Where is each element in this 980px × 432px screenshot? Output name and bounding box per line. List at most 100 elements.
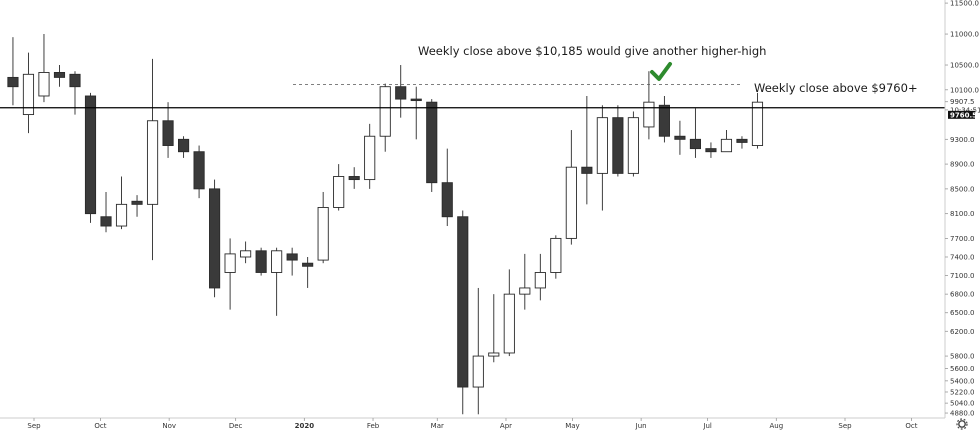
candle-body-up [333, 176, 345, 208]
candle [720, 130, 733, 153]
time-tick-label: Apr [500, 422, 512, 430]
candle-body-down [674, 135, 686, 140]
annotation-weekly-close: Weekly close above $9760+ [754, 81, 918, 95]
price-tick-label: 8900.0 [950, 161, 975, 169]
candle-body-up [38, 72, 50, 97]
time-tick-label: Mar [431, 422, 444, 430]
candle [333, 164, 345, 211]
candle-body-up [534, 272, 546, 289]
price-tick-label: 11000.0 [950, 31, 979, 39]
time-tick-label: Aug [769, 422, 783, 430]
candle [22, 52, 35, 134]
candle [84, 92, 97, 223]
candle-body-down [84, 95, 97, 215]
candle [7, 37, 19, 106]
settings-gear-icon[interactable] [956, 418, 968, 430]
candle [565, 130, 577, 245]
candle-body-down [131, 200, 143, 205]
candle [705, 142, 717, 158]
check-icon [650, 62, 672, 81]
candle [286, 247, 298, 276]
candle [488, 294, 500, 363]
candle-body-down [7, 76, 19, 88]
candle [209, 179, 221, 298]
candle [410, 86, 422, 140]
candle-body-up [519, 287, 531, 295]
price-tick-label: 6200.0 [950, 328, 975, 336]
candle [581, 95, 593, 205]
time-tick-label: Jul [702, 422, 712, 430]
annotation-lines [0, 84, 945, 109]
price-tick-label: 10100.0 [950, 86, 979, 94]
price-tick-label: 9300.0 [950, 136, 975, 144]
candle-body-up [379, 86, 391, 137]
candle-body-down [581, 166, 593, 174]
candle-body-down [302, 262, 314, 267]
price-tick-label: 10500.0 [950, 62, 979, 70]
candle-body-down [255, 250, 267, 273]
candle-body-up [115, 203, 128, 227]
price-tick-label: 7100.0 [950, 272, 975, 280]
candle [736, 136, 748, 149]
candle [38, 34, 50, 103]
time-tick-label: Jun [635, 422, 647, 430]
price-tick-label: 10:34:51 [950, 106, 980, 114]
candle [503, 269, 515, 357]
candle-body-down [100, 216, 112, 227]
candle [364, 123, 376, 189]
candle [146, 58, 159, 261]
annotation-higher-high: Weekly close above $10,185 would give an… [418, 44, 766, 58]
candle-body-up [271, 250, 283, 273]
price-axis-ticks: 11500.0 11000.0 10500.0 10100.0 9907.510:34:… [945, 0, 980, 418]
time-tick-label: Dec [229, 422, 243, 430]
candle-body-up [22, 73, 35, 116]
candle-body-up [146, 120, 159, 205]
price-tick-label: 5800.0 [950, 353, 975, 361]
candle-body-up [503, 293, 515, 354]
candle-body-down [193, 151, 205, 190]
time-tick-label: Feb [367, 422, 380, 430]
time-tick-label: Sep [27, 422, 41, 430]
candle [193, 145, 205, 199]
candle [751, 92, 764, 149]
candle [534, 253, 546, 301]
candle [674, 120, 686, 155]
candle [240, 241, 252, 264]
candle-body-down [441, 182, 453, 218]
candle-body-up [224, 253, 236, 273]
candle [643, 71, 655, 140]
time-tick-label: May [565, 422, 579, 430]
candle-body-up [751, 101, 764, 146]
price-tick-label: 7700.0 [950, 235, 975, 243]
candle-body-up [627, 117, 639, 174]
candle-body-down [395, 86, 407, 100]
time-tick-label: Sep [838, 422, 852, 430]
candle-body-down [348, 176, 360, 181]
candle [689, 108, 701, 158]
candle [271, 247, 283, 316]
candle-body-down [162, 120, 174, 146]
candle [627, 111, 639, 177]
candle [379, 83, 391, 152]
price-tick-label: 6500.0 [950, 309, 975, 317]
time-tick-label: 2020 [295, 422, 315, 430]
price-tick-label: 7400.0 [950, 253, 975, 261]
candles-layer [7, 34, 764, 415]
candle [519, 253, 531, 310]
candle [317, 191, 329, 264]
candle-body-down [426, 101, 438, 184]
candle [457, 210, 469, 415]
price-tag-label: 9760.5 [950, 111, 977, 119]
candle [131, 195, 143, 217]
candle-body-down [410, 98, 422, 102]
candle-body-down [689, 138, 701, 150]
candle [550, 235, 562, 279]
candle-body-down [457, 216, 469, 388]
price-tick-label: 8500.0 [950, 185, 975, 193]
candle-body-down [178, 138, 190, 153]
price-tick-label: 9907.5 [950, 98, 975, 106]
candle [441, 148, 453, 227]
candle-body-up [565, 166, 577, 239]
